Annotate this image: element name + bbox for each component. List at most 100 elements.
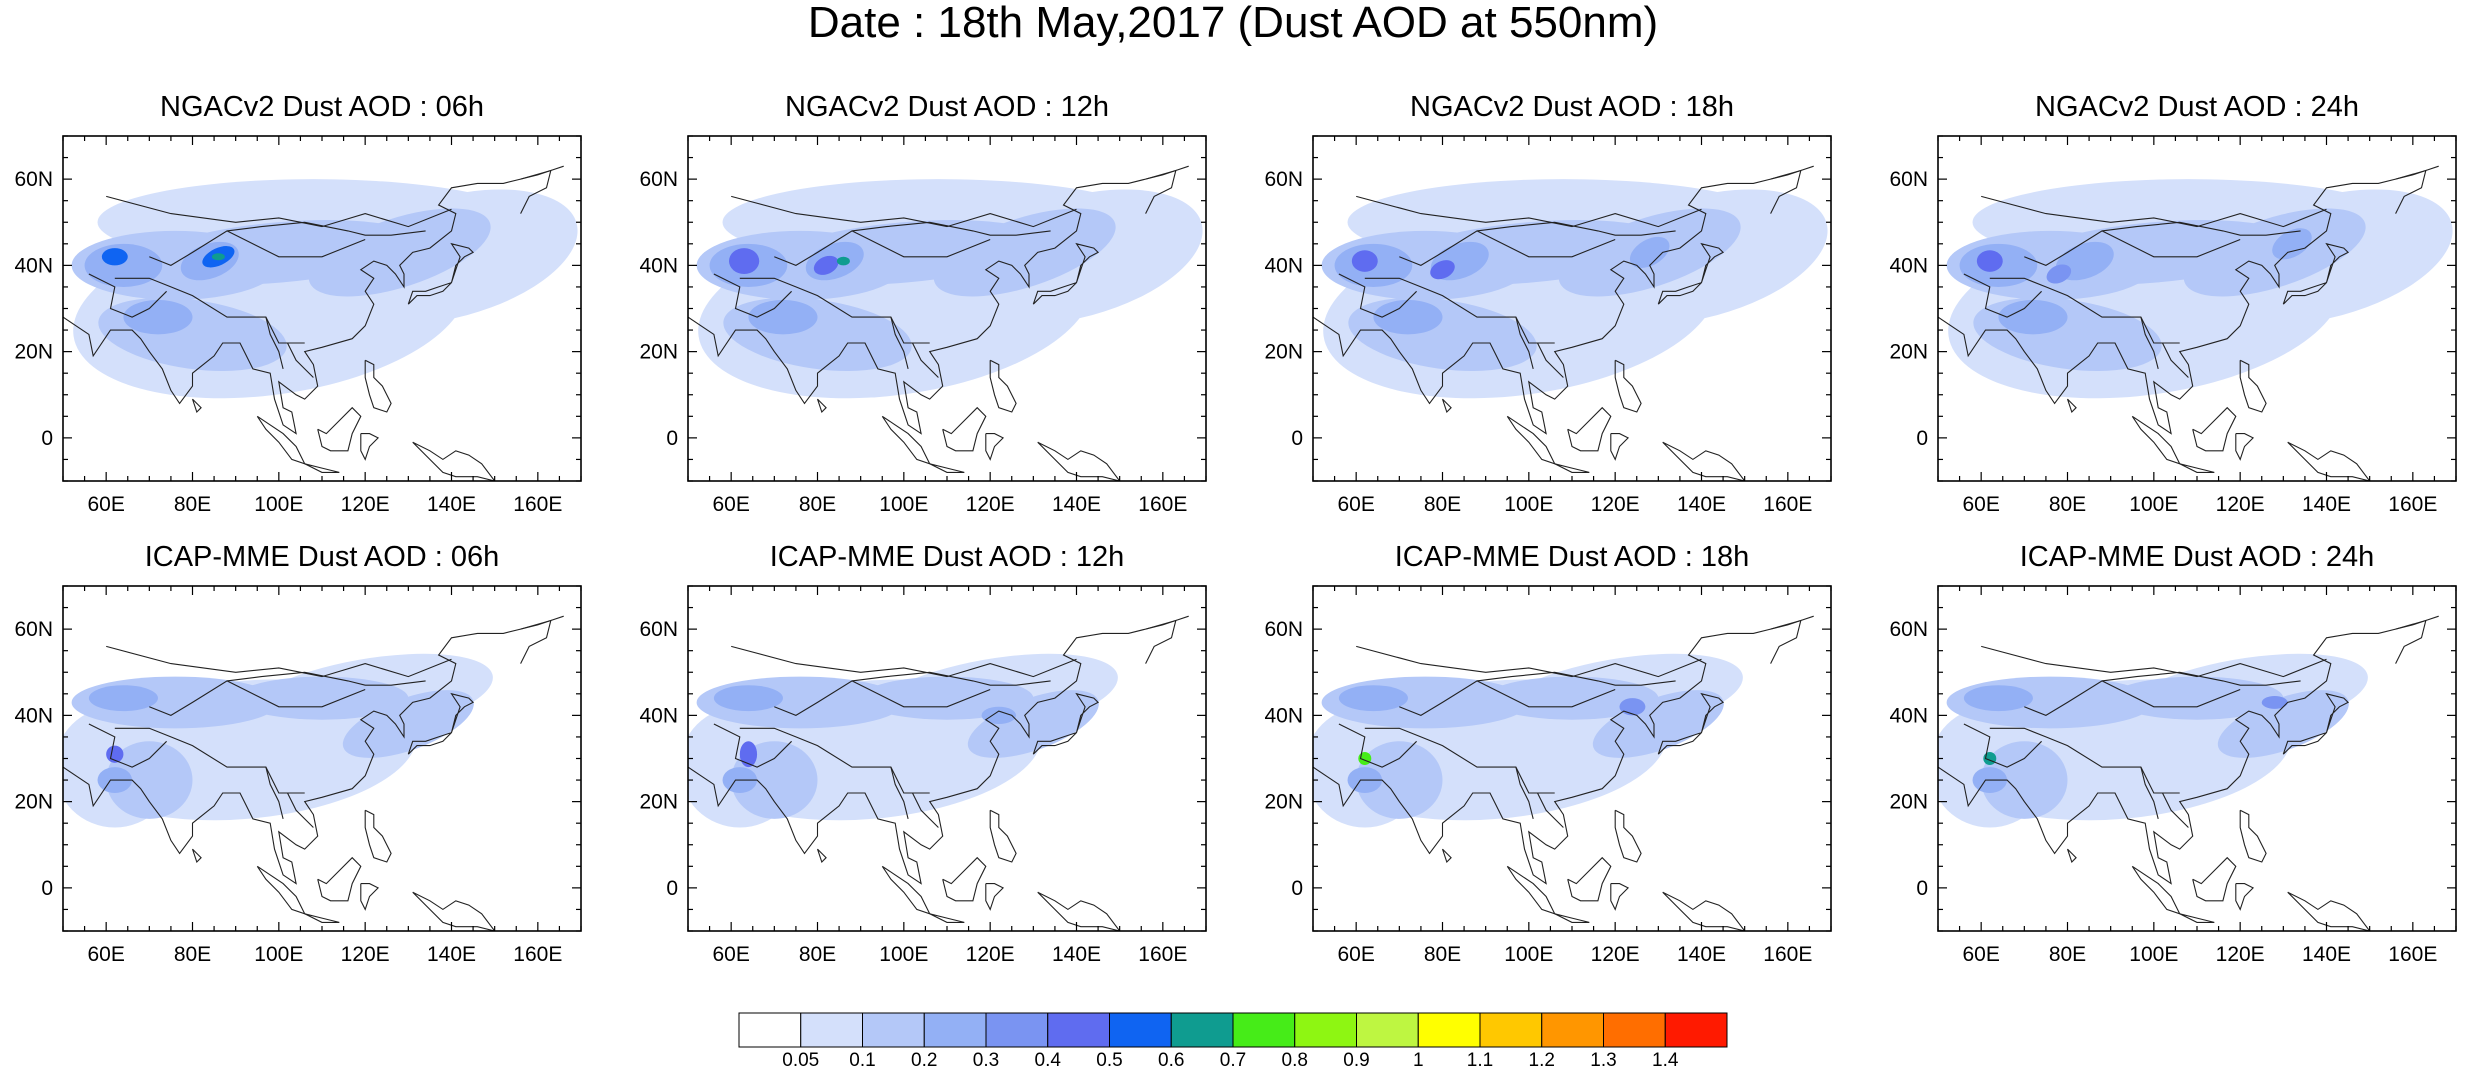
coastline [1963,723,2042,768]
coastline [816,398,827,414]
coastline [1364,727,1555,794]
coastline [63,615,564,885]
colorbar-label: 0.6 [1158,1050,1185,1071]
lat-tick-label: 20N [14,341,53,364]
coastline [1364,277,1555,344]
aod-contour [123,299,193,335]
coastline [265,766,284,820]
lon-tick-label: 160E [1763,943,1812,966]
coastline [1537,792,1564,828]
colorbar-label: 1 [1412,1050,1424,1071]
coastline [851,680,991,708]
lon-tick-label: 160E [2388,943,2437,966]
coastline [1338,273,1417,318]
aod-contour [1592,690,1724,758]
coastline [851,230,991,258]
lat-tick-label: 0 [1916,427,1928,450]
aod-contour [729,248,760,274]
lat-tick-label: 60N [1889,168,1928,191]
coastline [1476,230,1616,258]
lat-tick-label: 0 [666,877,678,900]
coastline [688,165,1189,435]
lon-tick-label: 80E [174,943,211,966]
lat-tick-label: 40N [639,704,678,727]
lon-tick-label: 100E [1504,493,1553,516]
coastline [2140,766,2159,820]
aod-contour [308,208,491,297]
coastline [412,441,496,481]
coastline [1515,766,1534,820]
lon-tick-label: 120E [966,943,1015,966]
lon-tick-label: 140E [1677,493,1726,516]
lat-tick-label: 40N [1889,704,1928,727]
lon-tick-label: 140E [1052,943,1101,966]
lon-tick-label: 80E [174,493,211,516]
coastline [412,891,496,931]
colorbar-label: 0.7 [1219,1050,1247,1071]
coastline [114,727,305,794]
lat-tick-label: 40N [639,254,678,277]
coastline [304,463,340,473]
coastline [890,766,909,820]
coastline [2192,406,2237,452]
coastline [1037,891,1121,931]
coastline [407,692,475,755]
coastline [2235,883,2255,911]
coastline [1567,856,1612,902]
coastline [1610,433,1630,461]
lon-tick-label: 80E [2049,493,2086,516]
coastline [985,883,1005,911]
aod-contour [235,676,409,720]
aod-contour [713,685,783,712]
coastline [265,316,284,370]
lon-tick-label: 160E [1138,493,1187,516]
lat-tick-label: 0 [666,427,678,450]
coastline [989,359,1017,413]
lon-tick-label: 160E [1763,493,1812,516]
aod-contour [342,690,474,758]
dust-field [688,136,1206,481]
coastline [2282,242,2350,305]
colorbar-label: 1.1 [1466,1050,1494,1071]
coastline [2140,316,2159,370]
colorbar-label: 1.2 [1528,1050,1555,1071]
lon-tick-label: 60E [1337,943,1374,966]
lon-tick-label: 100E [879,943,928,966]
coastline [287,792,314,828]
lon-tick-label: 160E [513,493,562,516]
aod-contour [2046,264,2072,284]
aod-contour [106,741,193,819]
colorbar-box [1356,1012,1419,1048]
colorbar-label: 1.4 [1652,1050,1679,1071]
aod-contour [1976,250,2003,272]
coastline [2179,913,2215,923]
lon-tick-label: 140E [427,493,476,516]
coastline [1537,342,1564,378]
coastline [520,619,552,664]
coastline [713,723,792,768]
coastline [929,913,965,923]
lon-tick-label: 120E [341,943,390,966]
coastline [317,856,362,902]
lon-tick-label: 60E [712,493,749,516]
aod-contour [836,256,850,266]
lat-tick-label: 0 [1291,877,1303,900]
colorbar-box [862,1012,925,1048]
lon-tick-label: 80E [799,943,836,966]
aod-contour [1373,299,1443,335]
coastline [1145,169,1177,214]
colorbar-label: 0.1 [849,1050,876,1071]
panel-title: NGACv2 Dust AOD : 18h [1410,91,1734,123]
coastline [1938,615,2439,885]
lat-tick-label: 20N [1264,791,1303,814]
lat-tick-label: 20N [1889,341,1928,364]
coastline [226,230,366,258]
coastline [1662,441,1746,481]
coastline [2066,848,2077,864]
coastline [2395,619,2427,664]
coastline [360,433,380,461]
coastline [364,809,392,863]
coastline [1515,316,1534,370]
coastline [774,671,1051,717]
